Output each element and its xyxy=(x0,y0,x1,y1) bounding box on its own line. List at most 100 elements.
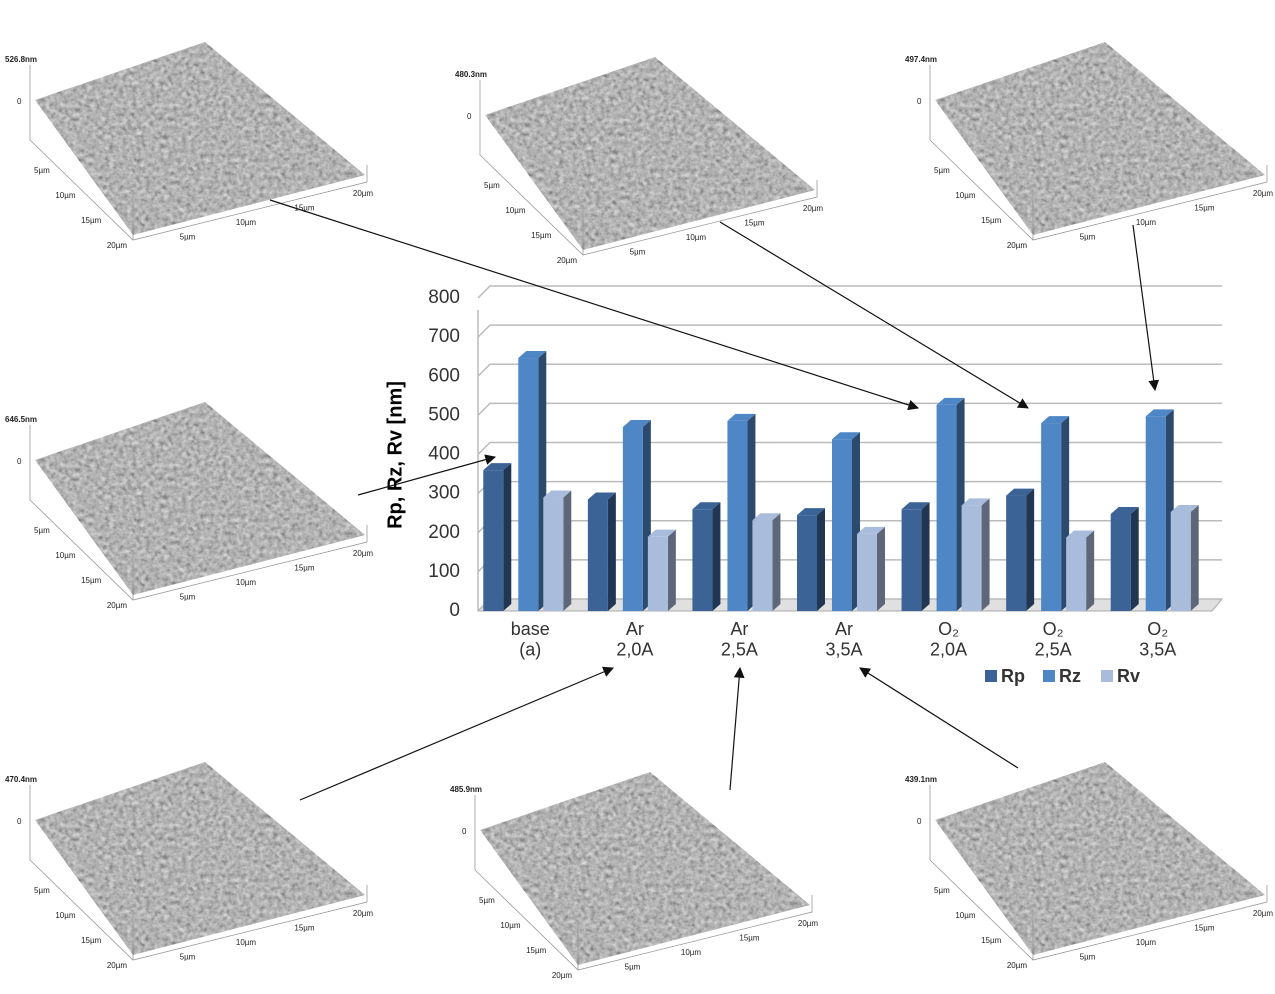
afm-axis-label: 20µm xyxy=(107,241,128,250)
afm-axis-label: 15µm xyxy=(739,934,760,943)
afm-height-label: 485.9nm xyxy=(450,785,482,794)
y-tick-label: 800 xyxy=(428,287,460,308)
afm-axis-label: 10µm xyxy=(681,948,702,957)
afm-axis-label: 5µm xyxy=(934,166,950,175)
legend-label: Rp xyxy=(1001,666,1025,686)
afm-axis-label: 15µm xyxy=(526,946,547,955)
afm-height-label: 646.5nm xyxy=(5,415,37,424)
bar-side xyxy=(608,492,616,611)
afm-axis-label: 5µm xyxy=(1080,953,1096,962)
afm-axis-label: 20µm xyxy=(1007,961,1028,970)
x-tick-label: Ar2,5A xyxy=(721,619,758,660)
bar-front xyxy=(518,358,538,611)
bar-side xyxy=(1191,505,1199,611)
bar xyxy=(962,498,990,611)
afm-axis-label: 10µm xyxy=(55,911,76,920)
legend-label: Rz xyxy=(1059,666,1081,686)
afm-axis-label: 10µm xyxy=(505,206,526,215)
afm-axis-label: 10µm xyxy=(500,921,521,930)
bar xyxy=(543,491,571,611)
afm-axis-label: 10µm xyxy=(1136,218,1157,227)
arrow xyxy=(720,222,1028,408)
bar-front xyxy=(902,509,922,611)
afm-axis-label: 20µm xyxy=(552,971,573,980)
bar xyxy=(752,513,780,611)
grid-line xyxy=(478,325,1222,337)
afm-axis-label: 15µm xyxy=(531,231,552,240)
afm-axis-label: 5µm xyxy=(484,181,500,190)
afm-axis-label: 10µm xyxy=(1136,938,1157,947)
bar-front xyxy=(962,505,982,611)
afm-surface xyxy=(935,762,1265,955)
afm-image: 526.8nm05µm10µm15µm20µm5µm10µm15µm20µm xyxy=(5,42,373,250)
afm-axis-label: 5µm xyxy=(180,233,196,242)
afm-axis-label: 20µm xyxy=(557,256,578,265)
bar-side xyxy=(817,508,825,611)
y-tick-label: 400 xyxy=(428,444,460,465)
bar xyxy=(483,463,511,611)
afm-surface xyxy=(35,42,365,235)
figure: 526.8nm 0 5µm 10µm 15µm 20µm 5µm 10µm 15µm 20µm 48… xyxy=(0,0,1275,994)
legend-swatch xyxy=(985,670,997,682)
bar xyxy=(648,530,676,611)
bar xyxy=(1041,416,1069,611)
afm-axis-label: 20µm xyxy=(353,909,374,918)
bar xyxy=(1006,489,1034,611)
afm-axis-label: 10µm xyxy=(955,191,976,200)
arrow xyxy=(730,668,740,790)
bar-front xyxy=(692,509,712,611)
bar-side xyxy=(922,502,930,611)
bar-side xyxy=(772,513,780,611)
bar xyxy=(832,432,860,611)
afm-axis-label: 20µm xyxy=(1253,189,1274,198)
afm-zero-label: 0 xyxy=(17,457,22,466)
bar xyxy=(623,420,651,611)
afm-axis-label: 15µm xyxy=(81,936,102,945)
bar xyxy=(937,398,965,611)
bar-front xyxy=(648,537,668,611)
bar-side xyxy=(982,498,990,611)
bar-front xyxy=(1041,423,1061,611)
afm-height-label: 497.4nm xyxy=(905,55,937,64)
x-tick-label: base(a) xyxy=(511,619,550,660)
afm-axis-label: 10µm xyxy=(55,551,76,560)
afm-surface xyxy=(35,762,365,955)
bar-front xyxy=(857,534,877,611)
legend-swatch xyxy=(1043,670,1055,682)
afm-axis-label: 20µm xyxy=(1007,241,1028,250)
y-axis-title: Rp, Rz, Rv [nm] xyxy=(384,381,406,529)
y-tick-label: 0 xyxy=(449,600,460,621)
bar-front xyxy=(1111,514,1131,611)
afm-zero-label: 0 xyxy=(917,817,922,826)
bar-front xyxy=(937,405,957,611)
afm-image: 480.3nm05µm10µm15µm20µm5µm10µm15µm20µm xyxy=(455,57,823,265)
afm-zero-label: 0 xyxy=(17,97,22,106)
afm-axis-label: 15µm xyxy=(744,219,765,228)
afm-image: 485.9nm05µm10µm15µm20µm5µm10µm15µm20µm xyxy=(450,772,818,980)
afm-axis-label: 20µm xyxy=(803,204,824,213)
afm-axis-label: 15µm xyxy=(81,216,102,225)
bar-side xyxy=(503,463,511,611)
afm-axis-label: 20µm xyxy=(1253,909,1274,918)
afm-axis-label: 5µm xyxy=(180,593,196,602)
afm-axis-label: 15µm xyxy=(1194,204,1215,213)
afm-surface xyxy=(935,42,1265,235)
y-tick-label: 300 xyxy=(428,483,460,504)
bar-side xyxy=(563,491,571,611)
bar-side xyxy=(712,502,720,611)
afm-height-label: 526.8nm xyxy=(5,55,37,64)
y-tick-label: 600 xyxy=(428,365,460,386)
bar-side xyxy=(1131,507,1139,611)
afm-zero-label: 0 xyxy=(917,97,922,106)
arrow xyxy=(300,668,613,800)
afm-axis-label: 20µm xyxy=(353,549,374,558)
bar xyxy=(1111,507,1139,611)
bar-front xyxy=(623,427,643,611)
bar-front xyxy=(727,421,747,611)
afm-axis-label: 20µm xyxy=(107,961,128,970)
